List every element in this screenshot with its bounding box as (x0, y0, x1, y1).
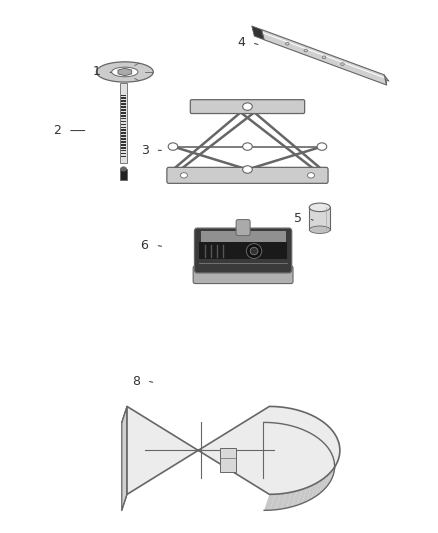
Polygon shape (252, 26, 264, 40)
Ellipse shape (180, 173, 187, 178)
Text: 2: 2 (53, 124, 61, 137)
Bar (121, 112, 126, 114)
Polygon shape (330, 435, 337, 454)
Text: 3: 3 (141, 144, 148, 157)
Polygon shape (328, 432, 336, 451)
Polygon shape (286, 409, 297, 426)
Polygon shape (311, 417, 320, 436)
Bar (121, 132, 126, 134)
Ellipse shape (168, 143, 178, 150)
Polygon shape (334, 445, 340, 465)
Bar (220, 448, 236, 472)
Bar (121, 153, 126, 155)
FancyBboxPatch shape (193, 266, 293, 284)
Polygon shape (330, 463, 337, 482)
Polygon shape (281, 408, 292, 425)
Ellipse shape (243, 143, 252, 150)
Bar (121, 121, 126, 123)
FancyBboxPatch shape (190, 100, 305, 114)
FancyBboxPatch shape (167, 167, 328, 183)
Bar (199, 242, 287, 259)
Bar (121, 103, 126, 105)
Polygon shape (332, 459, 339, 479)
Polygon shape (307, 415, 316, 433)
Bar (121, 144, 126, 146)
Bar (121, 135, 126, 137)
Polygon shape (297, 411, 307, 429)
Polygon shape (319, 423, 328, 441)
Polygon shape (122, 406, 127, 511)
Bar (121, 100, 126, 102)
Bar (121, 138, 126, 140)
Text: 4: 4 (237, 36, 245, 49)
Polygon shape (302, 486, 312, 504)
Ellipse shape (250, 247, 258, 255)
Polygon shape (328, 466, 336, 485)
Polygon shape (270, 407, 281, 423)
Polygon shape (297, 488, 307, 505)
Polygon shape (264, 406, 275, 423)
Bar (121, 109, 126, 111)
FancyBboxPatch shape (194, 228, 292, 273)
Bar (121, 94, 126, 96)
Polygon shape (270, 494, 281, 510)
Ellipse shape (309, 226, 330, 233)
Polygon shape (333, 456, 339, 475)
Bar (121, 156, 126, 157)
Polygon shape (302, 413, 312, 431)
Bar (121, 124, 126, 125)
Ellipse shape (307, 173, 314, 178)
Polygon shape (332, 438, 339, 457)
Polygon shape (276, 493, 286, 510)
Bar (120, 83, 127, 163)
Polygon shape (264, 494, 275, 511)
Polygon shape (319, 475, 328, 494)
Text: 8: 8 (132, 375, 140, 387)
Bar (121, 98, 126, 99)
Bar (121, 130, 126, 131)
Bar (121, 150, 126, 151)
FancyBboxPatch shape (236, 220, 250, 236)
Polygon shape (315, 478, 324, 497)
Bar (121, 115, 126, 117)
Ellipse shape (317, 143, 327, 150)
Ellipse shape (243, 103, 252, 110)
Text: 5: 5 (294, 212, 302, 225)
Polygon shape (276, 407, 286, 424)
Bar (309, 207, 330, 230)
Polygon shape (334, 452, 340, 472)
Polygon shape (325, 429, 333, 448)
Polygon shape (335, 449, 340, 468)
Ellipse shape (120, 167, 127, 171)
Ellipse shape (112, 67, 138, 77)
Polygon shape (127, 406, 340, 495)
Bar (201, 231, 286, 245)
Polygon shape (292, 489, 302, 507)
Ellipse shape (309, 203, 330, 212)
Polygon shape (286, 491, 297, 508)
Polygon shape (261, 29, 387, 85)
Ellipse shape (246, 244, 262, 259)
Text: 1: 1 (92, 66, 100, 78)
Polygon shape (325, 469, 333, 488)
Polygon shape (333, 441, 339, 461)
Polygon shape (118, 68, 132, 76)
Polygon shape (322, 472, 330, 491)
Bar (121, 106, 126, 108)
Polygon shape (311, 481, 320, 499)
Text: 6: 6 (141, 239, 148, 252)
Bar (121, 141, 126, 143)
Ellipse shape (96, 62, 153, 82)
Ellipse shape (243, 166, 252, 173)
Bar (121, 118, 126, 119)
Polygon shape (281, 492, 292, 509)
Bar (121, 126, 126, 128)
Bar (121, 147, 126, 149)
Polygon shape (322, 425, 330, 445)
Polygon shape (307, 483, 316, 502)
Polygon shape (315, 420, 324, 439)
Polygon shape (292, 410, 302, 427)
Polygon shape (384, 75, 389, 85)
Bar (120, 169, 127, 180)
